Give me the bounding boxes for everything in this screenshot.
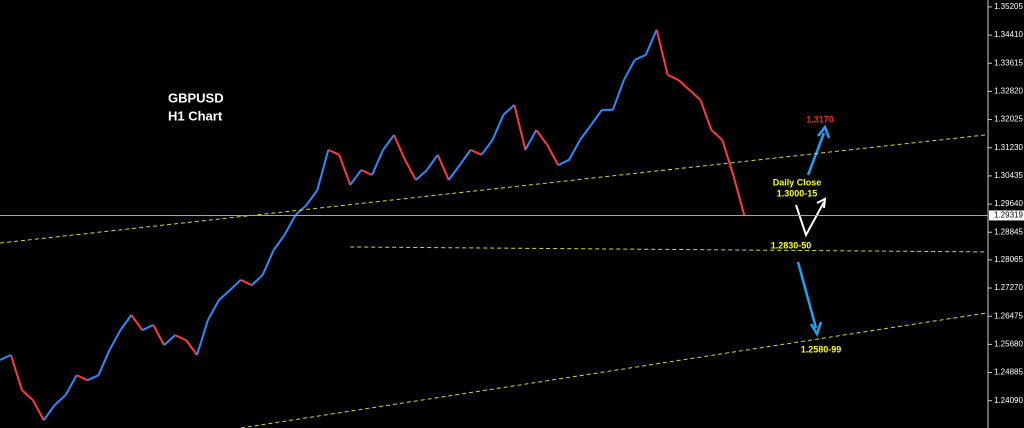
price-segment [579,124,592,141]
price-segment [721,139,735,176]
price-segment [240,279,253,287]
trendline [350,246,986,253]
price-segment [163,334,176,346]
price-segment [447,164,461,181]
y-tick-label: 1.27270 [994,283,1023,292]
price-segment [502,104,516,116]
price-segment [622,59,636,81]
price-segment [130,314,144,331]
y-tick-label: 1.24885 [994,368,1023,377]
price-segment [568,139,581,161]
price-segment [382,134,395,151]
y-tick-label: 1.34410 [994,30,1023,39]
price-segment [655,29,669,75]
price-segment [152,324,166,346]
y-tick-label: 1.32025 [994,115,1023,124]
current-price-label: 1.29319 [994,211,1023,220]
price-segment [31,399,45,421]
price-segment [42,404,56,421]
price-segment [218,289,231,301]
annotation: 1.2580-99 [801,344,842,354]
annotation: 1.3170 [806,114,834,124]
price-segment [404,159,417,181]
chart-title: GBPUSD [168,90,224,105]
price-segment [371,149,384,176]
price-segment [316,149,330,191]
price-segment [699,99,713,131]
y-tick-label: 1.33615 [994,58,1023,67]
y-tick-label: 1.24090 [994,396,1023,405]
price-segment [338,154,352,186]
price-segment [0,354,12,361]
price-segment [360,169,373,176]
price-segment [119,314,133,331]
price-segment [644,29,658,56]
price-segment [141,323,154,332]
price-segment [480,139,494,156]
y-tick-label: 1.26475 [994,311,1023,320]
arrow-head [809,321,823,337]
price-segment [436,154,450,181]
price-segment [426,154,439,171]
price-segment [229,279,242,291]
price-segment [667,73,679,81]
price-segment [54,394,67,406]
price-segment [470,148,482,156]
y-tick-label: 1.28065 [994,255,1023,264]
price-segment [710,129,724,141]
price-segment [557,158,570,167]
price-segment [458,149,472,166]
y-tick-label: 1.31230 [994,143,1023,152]
current-price-box [989,210,1024,221]
annotation: Daily Close [773,177,822,187]
y-tick-label: 1.35205 [994,2,1023,11]
price-segment [207,299,220,321]
price-segment [677,79,691,91]
price-segment [185,339,198,356]
price-segment [76,374,88,382]
price-segment [108,329,122,351]
price-segment [21,389,34,401]
y-tick-label: 1.25680 [994,339,1023,348]
price-segment [327,148,340,156]
price-segment [415,169,428,181]
y-tick-label: 1.29640 [994,199,1023,208]
price-segment [611,79,625,111]
arrow-head [817,124,831,139]
y-tick-label: 1.28845 [994,227,1023,236]
price-segment [634,54,647,61]
chart-subtitle: H1 Chart [168,108,223,123]
price-segment [97,349,111,376]
price-segment [513,104,527,151]
annotation: 1.2830-50 [771,240,812,250]
price-segment [349,169,362,186]
arrow-down [796,261,818,329]
price-segment [251,274,264,286]
y-tick-label: 1.30435 [994,171,1023,180]
price-segment [491,114,505,141]
price-segment [283,214,297,236]
price-segment [393,134,406,161]
price-segment [174,334,187,342]
price-segment [546,144,560,166]
price-segment [590,109,603,126]
price-segment [732,174,746,216]
annotation: 1.3000-15 [777,188,818,198]
price-segment [305,189,319,206]
y-tick-label: 1.32820 [994,87,1023,96]
price-segment [261,249,275,276]
price-segment [64,374,78,396]
price-segment [688,89,702,101]
price-segment [272,234,286,251]
price-segment [9,354,23,391]
price-segment [196,319,209,356]
price-segment [535,129,549,146]
price-segment [87,374,99,382]
price-segment [524,129,538,151]
arrows [796,124,831,337]
